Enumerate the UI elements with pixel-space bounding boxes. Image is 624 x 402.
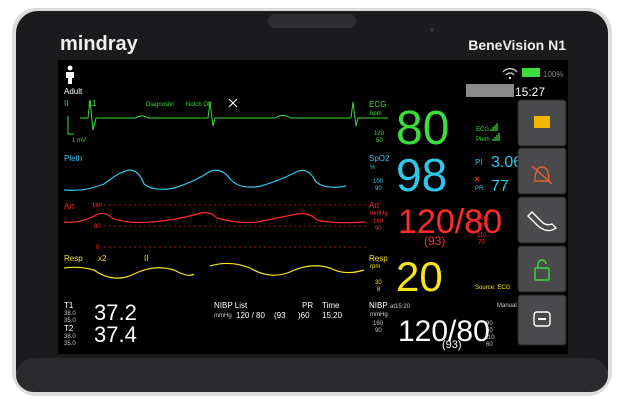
t2-value: 37.4: [94, 322, 137, 347]
t2-limit-high: 38.0: [64, 334, 76, 340]
patient-type: Adult: [64, 87, 83, 96]
alarm-pause-button[interactable]: [518, 148, 566, 194]
pi-label: PI: [475, 158, 483, 167]
patient-icon-head: [68, 66, 73, 71]
clock: 15:27: [515, 85, 545, 99]
nibp-unit: mmHg: [370, 312, 388, 318]
art-unit: mmHg: [370, 211, 388, 217]
body: { "device": {"brand": "mindray", "model"…: [0, 0, 624, 402]
resp-value: 20: [396, 253, 443, 300]
pleth-label: Pleth: [64, 154, 82, 163]
bezel-bottom: [16, 358, 608, 392]
nibp-list-mean: (93: [274, 311, 286, 320]
t2-limit-low: 35.0: [64, 341, 76, 347]
nibp-time: at15:20: [390, 304, 411, 310]
page: Monitor html, body { margin: 0; padding:…: [0, 0, 624, 402]
handle-slot: [268, 14, 356, 28]
alarm-reset-icon: [534, 116, 550, 128]
nibp-list-pr: )60: [298, 311, 310, 320]
art-param-scale-high: 160: [373, 219, 384, 225]
spo2-value: 98: [396, 149, 447, 201]
resp-source: Source: ECG: [475, 285, 511, 291]
device-view: mindray BeneVision N1 Adult 100% 15:27 I…: [0, 0, 624, 402]
t1-label: T1: [64, 301, 74, 310]
nibp-list-unit: mmHg: [214, 313, 232, 319]
ecg-mode: Diagnostic: [146, 102, 174, 108]
nibp-label: NIBP: [369, 301, 388, 310]
resp-gain: x2: [98, 254, 107, 263]
ecg-limit-high: 120: [374, 131, 385, 137]
art-limit-1: 90: [478, 216, 485, 222]
spo2-label: SpO2: [369, 154, 390, 163]
nibp-start-button[interactable]: [518, 197, 566, 243]
nibp-limit-4: 60: [486, 342, 493, 348]
nibp-scale-low: 90: [375, 328, 382, 334]
t1-limit-high: 38.0: [64, 311, 76, 317]
art-limit-4: 70: [478, 240, 485, 246]
nibp-list-pr-header: PR: [302, 301, 313, 310]
ecg-limit-low: 50: [376, 138, 383, 144]
spo2-unit: %: [370, 165, 376, 171]
nibp-list-title: NIBP List: [214, 301, 248, 310]
battery-level: 100%: [543, 70, 563, 79]
resp-label: Resp: [369, 254, 388, 263]
nibp-list-time: 15:20: [322, 311, 343, 320]
ecg-lead: II: [64, 99, 68, 108]
art-param-scale-low: 90: [375, 226, 382, 232]
resp-limit-high: 30: [375, 280, 382, 286]
nibp-limit-3: 110: [485, 335, 495, 341]
sensor: [430, 28, 434, 32]
art-scale-mid: 80: [94, 224, 101, 230]
ecg-scale: 1 mV: [72, 138, 86, 144]
art-limit-3: 110: [477, 233, 487, 239]
art-wave-label: Art: [64, 202, 75, 211]
ecg-source-ecg: ECG: [476, 127, 489, 133]
quick-keys: [518, 100, 566, 345]
nibp-list-time-header: Time: [322, 301, 340, 310]
ecg-source-pleth: Pleth: [476, 137, 490, 143]
nibp-mean: (93): [442, 339, 462, 351]
alarm-bar: [466, 84, 514, 97]
battery-icon: [522, 68, 540, 77]
spo2-limit-high: 100: [373, 179, 384, 185]
model: BeneVision N1: [468, 37, 566, 53]
art-limit-2: 50: [478, 223, 485, 229]
nibp-mode: Manual: [497, 303, 517, 309]
spo2-limit-low: 90: [375, 186, 382, 192]
nibp-scale-high: 160: [373, 321, 384, 327]
resp-lead: II: [144, 254, 148, 263]
ecg-value: 80: [396, 102, 449, 155]
ecg-label: ECG: [369, 100, 386, 109]
t2-label: T2: [64, 324, 74, 333]
nibp-limit-2: 50: [486, 328, 493, 334]
ecg-unit: bpm: [370, 111, 382, 117]
brand: mindray: [60, 33, 139, 55]
nibp-list-pressure: 120 / 80: [236, 311, 265, 320]
pr-label: PR: [475, 186, 484, 192]
nibp-limit-1: 90: [486, 321, 493, 327]
resp-wave-label: Resp: [64, 254, 83, 263]
screen-lock-button[interactable]: [518, 246, 566, 292]
pr-value: 77: [491, 178, 509, 195]
wifi-dot: [509, 77, 511, 79]
art-scale-high: 160: [92, 203, 103, 209]
resp-unit: rpm: [370, 264, 380, 270]
art-label: Art: [369, 201, 380, 210]
art-mean: (93): [424, 234, 445, 248]
ecg-filter: Notch Off: [186, 102, 212, 108]
